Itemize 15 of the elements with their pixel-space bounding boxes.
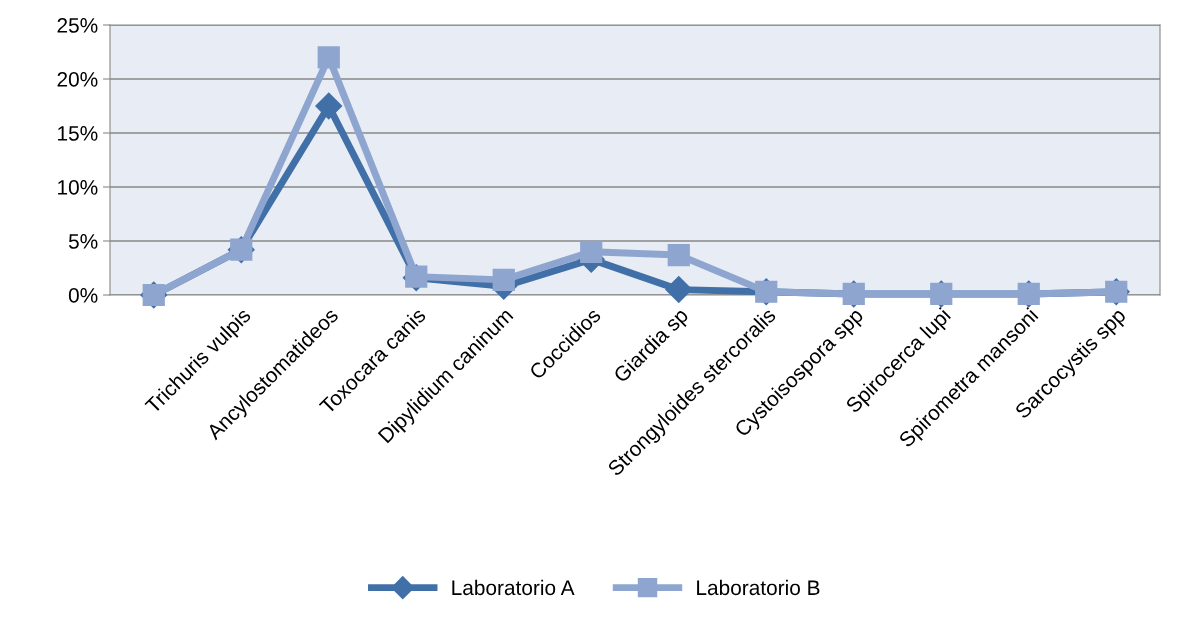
y-tick-label: 15% (58, 126, 98, 141)
point (317, 46, 340, 69)
point (492, 268, 515, 291)
y-tick-label: 25% (57, 18, 98, 33)
point (580, 240, 603, 263)
point (405, 265, 428, 288)
y-tick-label: 20% (57, 72, 98, 87)
y-tick-label: 0% (68, 288, 98, 303)
legend-label: Laboratorio B (697, 579, 820, 596)
y-tick-label: 5% (68, 234, 98, 249)
legend-label: Laboratorio A (452, 579, 575, 596)
point (315, 92, 343, 120)
point (665, 276, 693, 304)
y-tick-label: 10% (58, 180, 98, 195)
point (667, 243, 690, 267)
